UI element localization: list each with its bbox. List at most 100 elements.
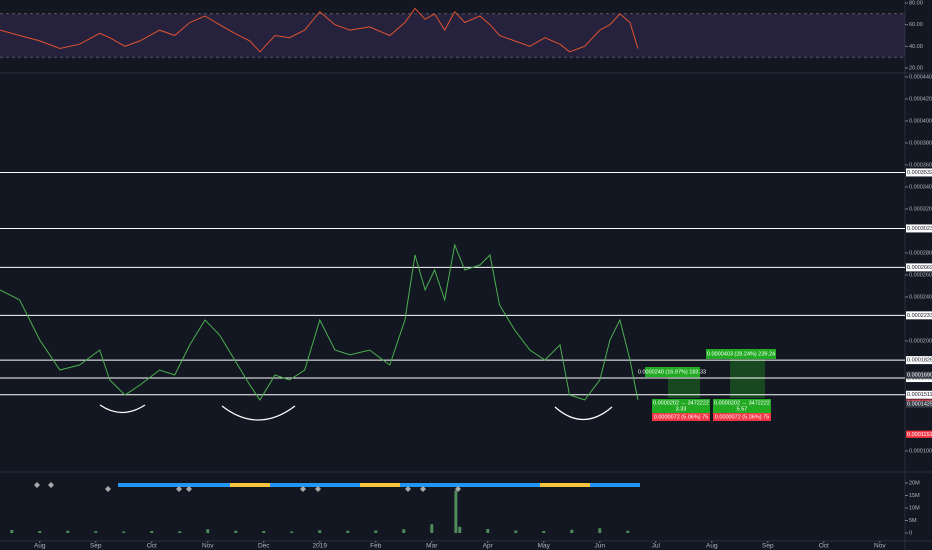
price-badge xyxy=(906,400,932,408)
y-tick-label: 60.00 xyxy=(909,22,923,28)
profit-label: 0.0000403 (28.24%) 239.24 xyxy=(707,351,775,357)
x-tick-label: Nov xyxy=(202,543,214,550)
loss-label: 0.0000072 (5.06%) 75 xyxy=(654,414,708,420)
x-tick-label: Dec xyxy=(258,543,270,550)
x-tick-label: Feb xyxy=(370,543,382,550)
volume-bar xyxy=(38,531,42,533)
signal-strip xyxy=(230,483,270,487)
volume-bar xyxy=(598,528,602,533)
price-badge-label: 0.0001151 xyxy=(907,432,932,438)
y-tick-label: 0 xyxy=(909,530,912,536)
pattern-arc xyxy=(554,406,613,420)
x-tick-label: Nov xyxy=(874,543,886,550)
signal-strip xyxy=(360,483,400,487)
volume-bar xyxy=(66,530,70,533)
volume-bar xyxy=(10,530,14,533)
volume-bar xyxy=(486,529,490,533)
price-badge xyxy=(906,371,932,379)
level-label: 0.0002233 xyxy=(907,313,932,319)
level-badge xyxy=(906,168,932,177)
entry-label: 0.0000202 → 3472222 xyxy=(653,400,709,406)
rsi-band xyxy=(0,13,905,58)
y-tick-label: 80.00 xyxy=(909,0,923,6)
volume-bar xyxy=(626,530,630,533)
x-tick-label: Oct xyxy=(147,543,157,550)
y-tick-label: 10M xyxy=(909,505,920,511)
y-tick-label: 5M xyxy=(909,518,917,524)
x-tick-label: Aug xyxy=(34,543,46,550)
level-badge xyxy=(906,390,932,399)
volume-bar xyxy=(430,524,434,533)
x-tick-label: Apr xyxy=(483,543,494,550)
x-tick-label: Sep xyxy=(90,543,102,550)
level-badge xyxy=(906,263,932,272)
price-badge xyxy=(906,430,932,438)
volume-bar xyxy=(234,530,238,533)
volume-bar xyxy=(94,531,98,533)
loss-label: 0.0000072 (5.06%) 75 xyxy=(715,414,769,420)
level-label: 0.0001511 xyxy=(907,392,932,398)
label-bg xyxy=(652,413,710,421)
x-tick-label: 2019 xyxy=(313,543,328,550)
volume-bar xyxy=(346,530,350,533)
signal-strip xyxy=(540,483,590,487)
x-tick-label: Sep xyxy=(762,543,774,550)
volume-bar xyxy=(402,529,406,533)
price-line xyxy=(0,243,639,401)
volume-bar xyxy=(262,531,266,533)
rsi-line xyxy=(0,7,639,53)
pattern-arc xyxy=(221,405,296,421)
volume-bar xyxy=(542,531,546,533)
y-tick-label: 15M xyxy=(909,493,920,499)
volume-bar xyxy=(178,531,182,533)
label-bg xyxy=(713,413,771,421)
volume-bar xyxy=(458,526,462,533)
qty-label: 5.57 xyxy=(737,406,748,412)
level-label: 0.0003532 xyxy=(907,170,932,176)
level-badge xyxy=(906,311,932,320)
price-badge-label: 0.0001690 xyxy=(907,373,932,379)
signal-markers xyxy=(34,482,461,492)
volume-bar xyxy=(374,530,378,533)
price-badge-label: 0.0001425 xyxy=(907,402,932,408)
profit-label: 0.0000240 (16.97%) 183.33 xyxy=(638,369,706,375)
level-badge xyxy=(906,356,932,365)
volume-bar xyxy=(290,531,294,533)
y-tick-label: 40.00 xyxy=(909,44,923,50)
volume-bar xyxy=(454,490,458,533)
volume-bar xyxy=(570,529,574,533)
volume-bar xyxy=(514,530,518,533)
entry-label: 0.0000202 → 3472222 xyxy=(714,400,770,406)
label-bg xyxy=(706,349,776,359)
volume-bar xyxy=(122,531,126,533)
level-label: 0.0002669 xyxy=(907,265,932,271)
level-badge xyxy=(906,224,932,233)
volume-bar xyxy=(150,531,154,533)
label-bg xyxy=(645,367,700,377)
x-tick-label: May xyxy=(538,543,551,550)
y-tick-label: 20.00 xyxy=(909,65,923,71)
y-tick-label: 20M xyxy=(909,480,920,486)
volume-bar xyxy=(318,530,322,533)
x-tick-label: Jul xyxy=(652,543,661,550)
volume-bar xyxy=(206,529,210,533)
level-label: 0.0003023 xyxy=(907,226,932,232)
pattern-arc xyxy=(99,404,146,414)
x-tick-label: Aug xyxy=(706,543,718,550)
level-label: 0.0001826 xyxy=(907,358,932,364)
x-tick-label: Jun xyxy=(595,543,606,550)
